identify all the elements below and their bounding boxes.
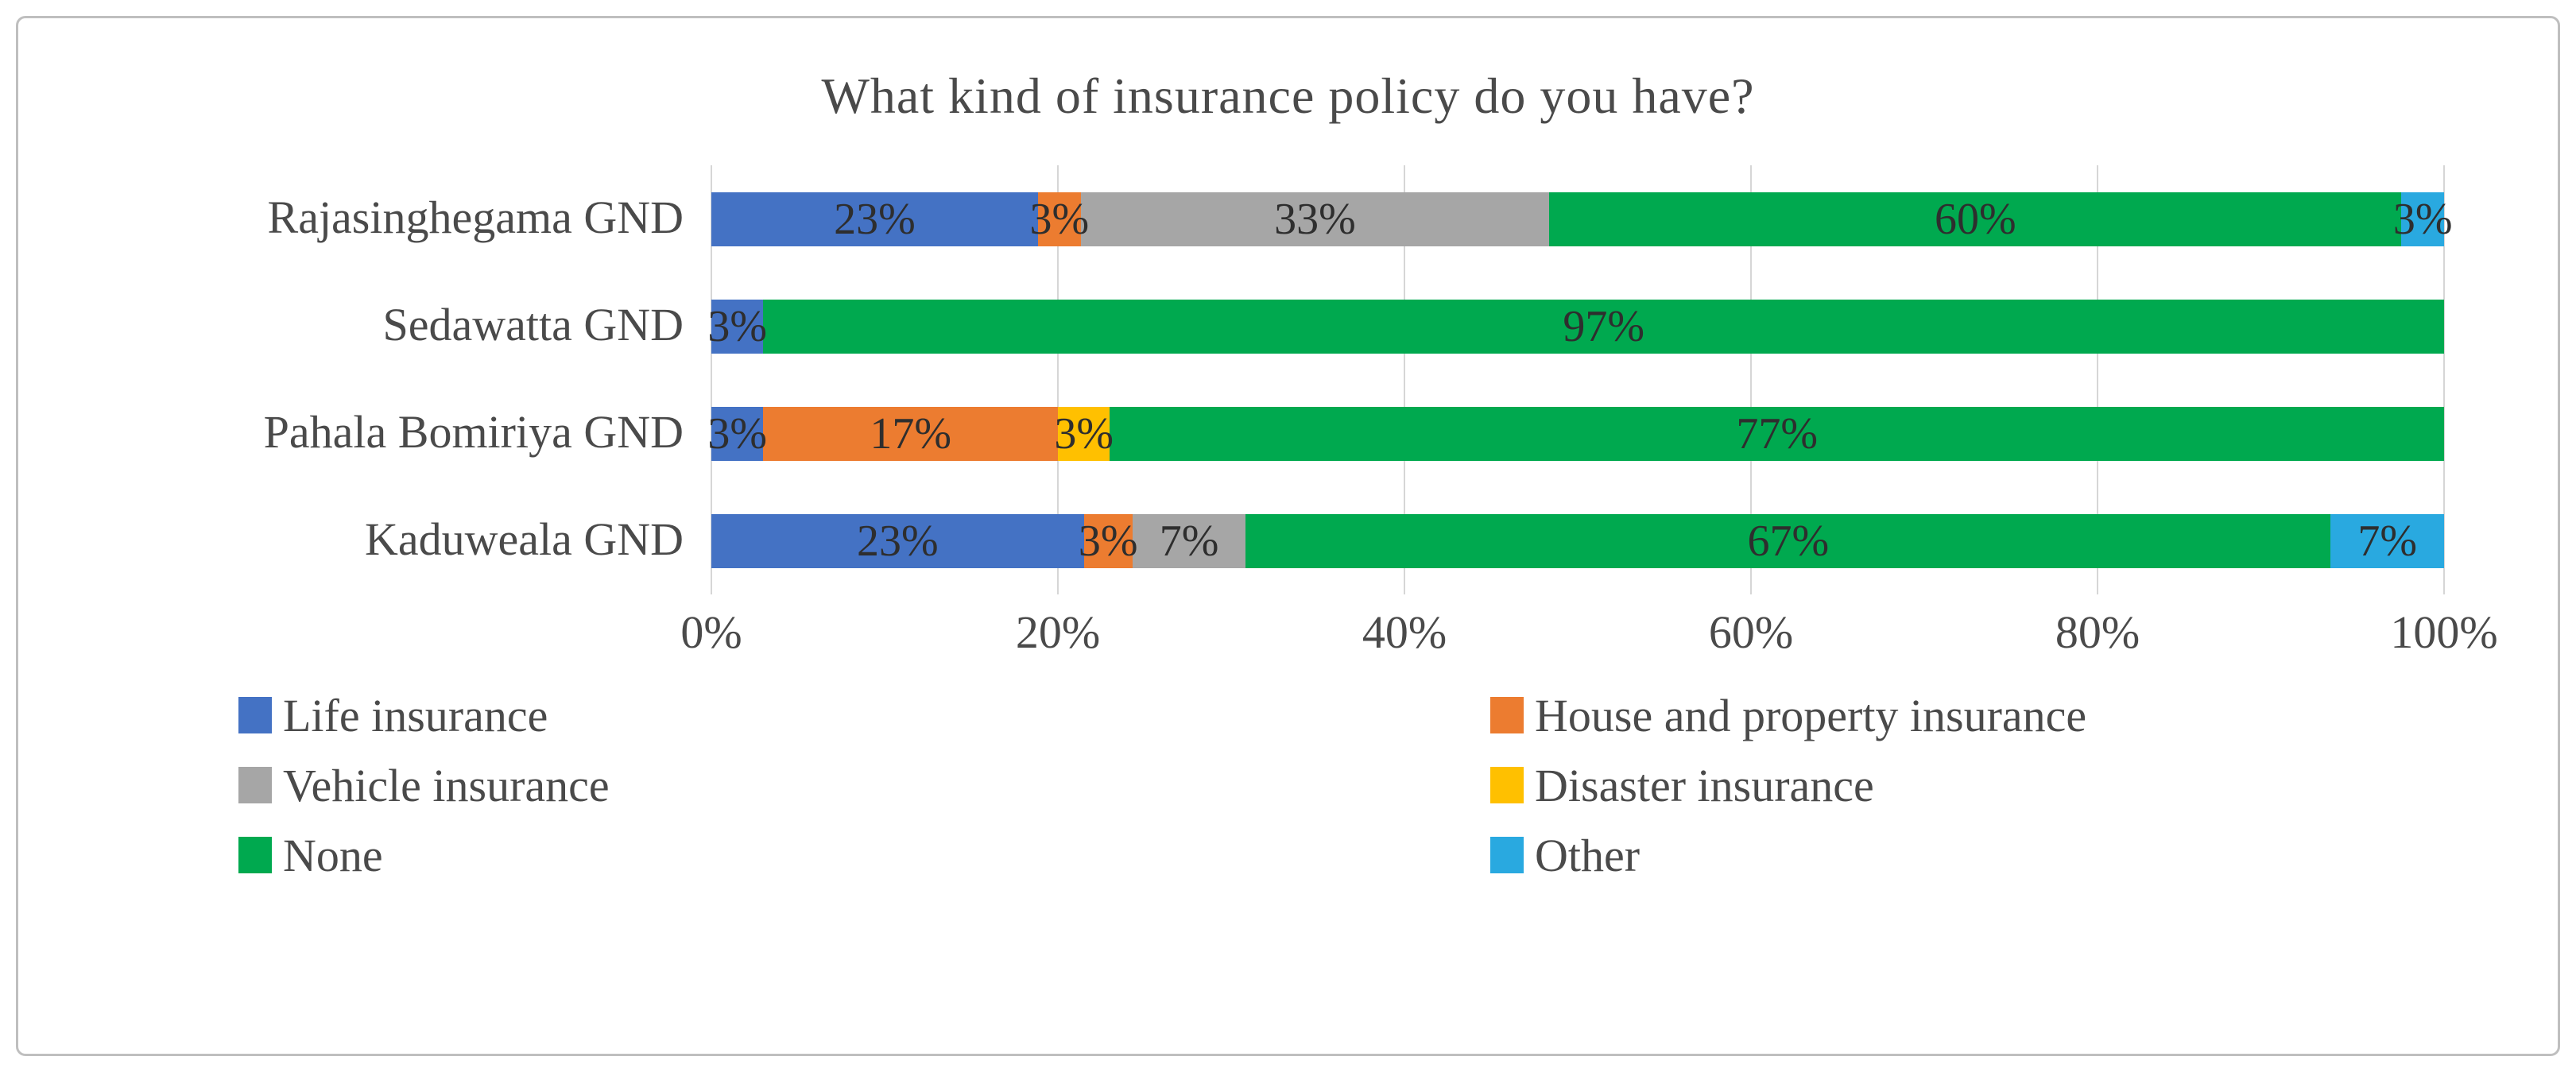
legend-swatch-icon bbox=[238, 767, 272, 803]
x-tick-label: 20% bbox=[1015, 606, 1101, 658]
legend-label: Disaster insurance bbox=[1535, 759, 1874, 811]
bar-segment bbox=[1083, 513, 1133, 568]
legend-label: None bbox=[283, 829, 383, 881]
bar-segment bbox=[1245, 513, 2331, 568]
bar-segment bbox=[711, 192, 1038, 246]
bar-segment bbox=[1057, 406, 1110, 461]
legend: Life insurance House and property insuran… bbox=[238, 690, 2086, 881]
bar-segment bbox=[1132, 513, 1246, 568]
bar-segment bbox=[1549, 192, 2402, 246]
bar-row bbox=[711, 513, 2444, 568]
data-label: 77% bbox=[1736, 408, 1819, 459]
data-label: 17% bbox=[870, 408, 952, 459]
bar-segment bbox=[1037, 192, 1081, 246]
legend-label: Other bbox=[1535, 829, 1641, 881]
data-label: 7% bbox=[2357, 516, 2418, 566]
legend-item: None bbox=[238, 830, 1490, 881]
x-tick-label: 60% bbox=[1708, 606, 1794, 658]
bar-row bbox=[711, 299, 2444, 354]
bar-segment bbox=[711, 406, 764, 461]
data-label: 3% bbox=[2392, 194, 2453, 244]
bar-segment bbox=[2330, 513, 2444, 568]
data-label: 3% bbox=[707, 301, 768, 351]
data-label: 3% bbox=[1054, 408, 1114, 459]
data-label: 97% bbox=[1563, 301, 1645, 351]
legend-item: Vehicle insurance bbox=[238, 760, 1490, 811]
legend-label: Life insurance bbox=[283, 689, 548, 741]
category-label: Rajasinghegama GND bbox=[267, 191, 684, 243]
data-label: 23% bbox=[856, 516, 939, 566]
legend-item: House and property insurance bbox=[1490, 690, 2086, 741]
data-label: 3% bbox=[1078, 516, 1138, 566]
gridline bbox=[2443, 165, 2445, 594]
legend-swatch-icon bbox=[1490, 767, 1524, 803]
gridline bbox=[1750, 165, 1752, 594]
data-label: 23% bbox=[834, 194, 916, 244]
gridline bbox=[2097, 165, 2098, 594]
data-label: 60% bbox=[1934, 194, 2016, 244]
legend-item: Other bbox=[1490, 830, 2086, 881]
category-label: Kaduweala GND bbox=[364, 513, 684, 565]
bar-segment bbox=[763, 406, 1058, 461]
bar-segment bbox=[711, 513, 1084, 568]
gridline bbox=[711, 165, 712, 594]
bar-row bbox=[711, 406, 2444, 461]
gridline bbox=[1404, 165, 1405, 594]
legend-item: Life insurance bbox=[238, 690, 1490, 741]
bar-segment bbox=[1080, 192, 1550, 246]
x-tick-label: 0% bbox=[680, 606, 742, 658]
chart-title: What kind of insurance policy do you hav… bbox=[821, 68, 1755, 124]
bar-row bbox=[711, 192, 2444, 246]
x-tick-label: 100% bbox=[2390, 606, 2498, 658]
bar-segment bbox=[2401, 192, 2444, 246]
data-label: 3% bbox=[707, 408, 768, 459]
legend-swatch-icon bbox=[1490, 837, 1524, 873]
legend-label: House and property insurance bbox=[1535, 689, 2087, 741]
x-tick-label: 80% bbox=[2055, 606, 2140, 658]
gridline bbox=[1057, 165, 1059, 594]
data-label: 7% bbox=[1159, 516, 1219, 566]
bar-segment bbox=[1110, 406, 2444, 461]
x-tick-label: 40% bbox=[1362, 606, 1447, 658]
category-label: Sedawatta GND bbox=[382, 298, 684, 350]
bar-segment bbox=[763, 299, 2444, 354]
data-label: 3% bbox=[1029, 194, 1090, 244]
data-label: 67% bbox=[1747, 516, 1830, 566]
legend-swatch-icon bbox=[238, 697, 272, 733]
bar-segment bbox=[711, 299, 764, 354]
category-label: Pahala Bomiriya GND bbox=[263, 405, 684, 458]
legend-swatch-icon bbox=[238, 837, 272, 873]
legend-item: Disaster insurance bbox=[1490, 760, 2086, 811]
legend-label: Vehicle insurance bbox=[283, 759, 610, 811]
data-label: 33% bbox=[1274, 194, 1356, 244]
legend-swatch-icon bbox=[1490, 697, 1524, 733]
